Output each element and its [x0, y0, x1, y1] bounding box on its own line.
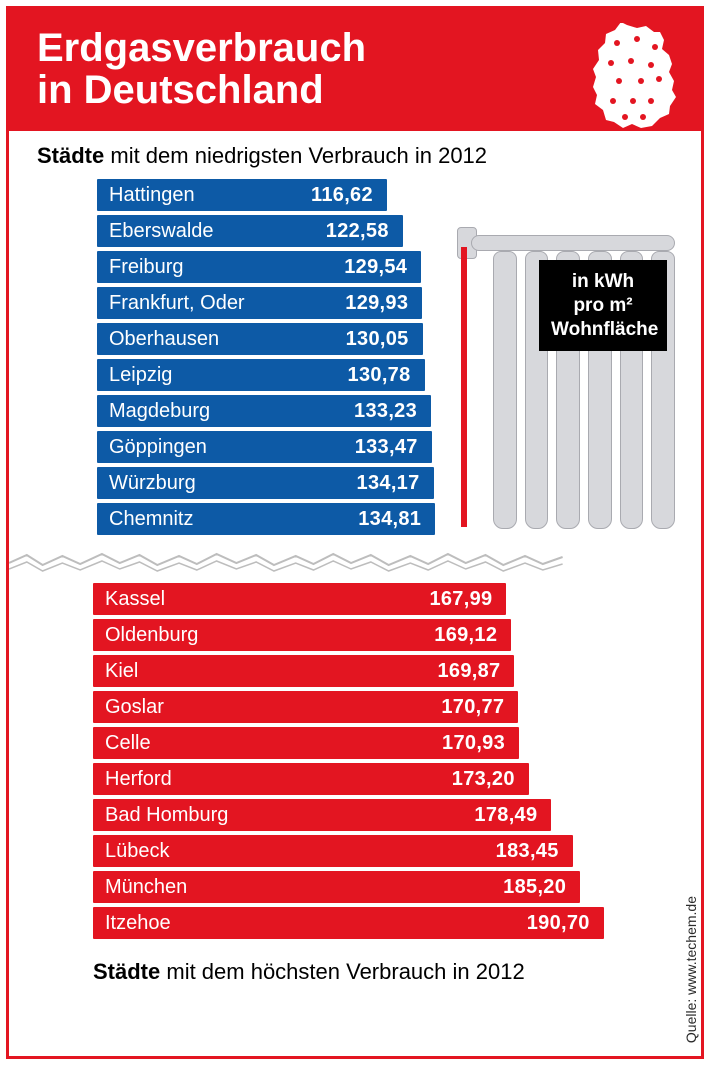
bar-row: München 185,20 [93, 871, 580, 903]
bottom-chart: Kassel 167,99 Oldenburg 169,12 Kiel 169,87 Gos… [9, 583, 701, 939]
bar-value: 173,20 [452, 768, 515, 791]
bar-row: Würzburg 134,17 [97, 467, 434, 499]
header: Erdgasverbrauch in Deutschland [9, 9, 701, 131]
bar-value: 170,77 [441, 696, 504, 719]
bar-row: Oberhausen 130,05 [97, 323, 423, 355]
bar-city: Goslar [105, 696, 164, 719]
bar-row: Oldenburg 169,12 [93, 619, 511, 651]
bar-row: Magdeburg 133,23 [97, 395, 431, 427]
title-line2: in Deutschland [37, 68, 324, 112]
bar-row: Hattingen 116,62 [97, 179, 387, 211]
bar-city: Eberswalde [109, 220, 214, 243]
bar-city: Celle [105, 732, 151, 755]
bar-value: 133,23 [354, 400, 417, 423]
title-line1: Erdgasverbrauch [37, 26, 366, 70]
bottom-subheading: Städte mit dem höchsten Verbrauch in 201… [9, 943, 701, 985]
bar-city: Lübeck [105, 840, 170, 863]
bar-city: München [105, 876, 187, 899]
top-subheading-bold: Städte [37, 143, 104, 168]
bar-value: 122,58 [326, 220, 389, 243]
bar-city: Bad Homburg [105, 804, 228, 827]
bar-value: 130,78 [348, 364, 411, 387]
top-subheading-rest: mit dem niedrigsten Verbrauch in 2012 [104, 143, 487, 168]
bottom-bars: Kassel 167,99 Oldenburg 169,12 Kiel 169,87 Gos… [93, 583, 701, 939]
bar-city: Kassel [105, 588, 165, 611]
bar-value: 134,17 [357, 472, 420, 495]
bar-row: Frankfurt, Oder 129,93 [97, 287, 422, 319]
bar-value: 190,70 [527, 912, 590, 935]
bar-city: Göppingen [109, 436, 207, 459]
bar-city: Würzburg [109, 472, 196, 495]
bar-row: Herford 173,20 [93, 763, 529, 795]
bar-row: Kiel 169,87 [93, 655, 514, 687]
bar-value: 183,45 [496, 840, 559, 863]
top-subheading: Städte mit dem niedrigsten Verbrauch in … [9, 131, 701, 179]
bar-city: Herford [105, 768, 172, 791]
bar-value: 129,54 [344, 256, 407, 279]
bar-row: Freiburg 129,54 [97, 251, 421, 283]
bar-value: 169,12 [434, 624, 497, 647]
bar-value: 129,93 [345, 292, 408, 315]
bar-row: Leipzig 130,78 [97, 359, 425, 391]
bar-value: 169,87 [438, 660, 501, 683]
bar-row: Itzehoe 190,70 [93, 907, 604, 939]
bottom-subheading-rest: mit dem höchsten Verbrauch in 2012 [160, 959, 524, 984]
bar-value: 130,05 [346, 328, 409, 351]
bar-row: Bad Homburg 178,49 [93, 799, 551, 831]
bar-row: Göppingen 133,47 [97, 431, 432, 463]
bar-city: Kiel [105, 660, 138, 683]
bar-value: 134,81 [358, 508, 421, 531]
top-bars: Hattingen 116,62 Eberswalde 122,58 Freiburg 1… [97, 179, 701, 535]
bar-row: Chemnitz 134,81 [97, 503, 435, 535]
bar-city: Oldenburg [105, 624, 198, 647]
bar-city: Chemnitz [109, 508, 193, 531]
title: Erdgasverbrauch in Deutschland [37, 27, 673, 111]
bar-row: Lübeck 183,45 [93, 835, 573, 867]
bar-value: 133,47 [355, 436, 418, 459]
bar-row: Celle 170,93 [93, 727, 519, 759]
bar-row: Eberswalde 122,58 [97, 215, 403, 247]
bar-value: 116,62 [311, 184, 373, 207]
bar-value: 170,93 [442, 732, 505, 755]
paper-tear [9, 549, 701, 577]
bar-city: Oberhausen [109, 328, 219, 351]
bar-city: Hattingen [109, 184, 195, 207]
bar-city: Freiburg [109, 256, 183, 279]
bar-city: Itzehoe [105, 912, 171, 935]
unit-box: in kWh pro m² Wohnfläche [539, 260, 667, 351]
germany-map-icon [589, 23, 681, 131]
bar-city: Frankfurt, Oder [109, 292, 245, 315]
infographic-frame: Erdgasverbrauch in Deutschland Städte mi… [6, 6, 704, 1059]
bar-value: 178,49 [474, 804, 537, 827]
bar-row: Goslar 170,77 [93, 691, 518, 723]
bar-value: 185,20 [503, 876, 566, 899]
bar-city: Magdeburg [109, 400, 210, 423]
unit-line1: in kWh [551, 270, 655, 294]
bar-value: 167,99 [429, 588, 492, 611]
unit-line2: pro m² [551, 294, 655, 318]
bar-row: Kassel 167,99 [93, 583, 506, 615]
unit-line3: Wohnfläche [551, 318, 655, 342]
top-chart: Hattingen 116,62 Eberswalde 122,58 Freiburg 1… [9, 179, 701, 535]
bottom-subheading-bold: Städte [93, 959, 160, 984]
bar-city: Leipzig [109, 364, 172, 387]
